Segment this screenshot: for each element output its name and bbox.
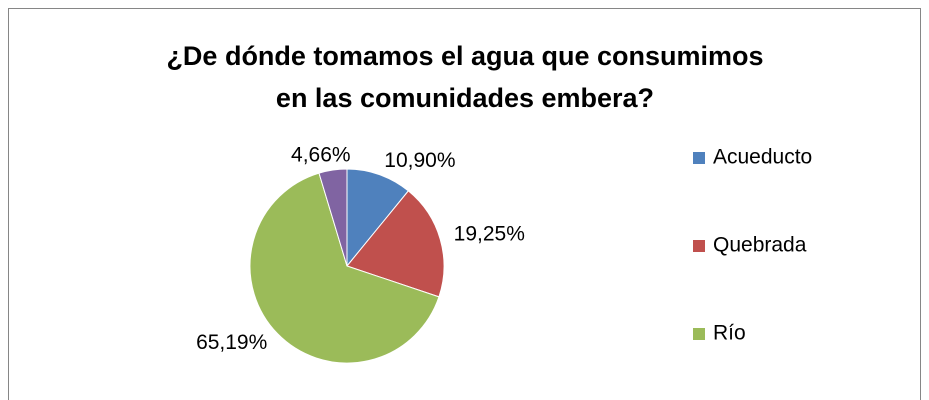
data-label: 19,25% bbox=[454, 223, 525, 246]
legend-label: Río bbox=[713, 322, 746, 345]
chart-title: ¿De dónde tomamos el agua que consumimos bbox=[166, 41, 763, 71]
legend-swatch bbox=[693, 152, 705, 164]
data-label: 4,66% bbox=[291, 144, 351, 167]
chart-frame bbox=[8, 8, 921, 400]
legend-swatch bbox=[693, 328, 705, 340]
pie-slice bbox=[249, 172, 440, 364]
legend-label: Quebrada bbox=[713, 234, 807, 257]
legend-swatch bbox=[693, 240, 705, 252]
pie-slice bbox=[318, 168, 348, 267]
pie-slice bbox=[346, 190, 445, 298]
data-label: 65,19% bbox=[196, 331, 267, 354]
data-label: 10,90% bbox=[384, 149, 455, 172]
pie-slice bbox=[346, 168, 410, 268]
chart-title: en las comunidades embera? bbox=[276, 83, 654, 113]
legend-label: Acueducto bbox=[713, 146, 812, 169]
